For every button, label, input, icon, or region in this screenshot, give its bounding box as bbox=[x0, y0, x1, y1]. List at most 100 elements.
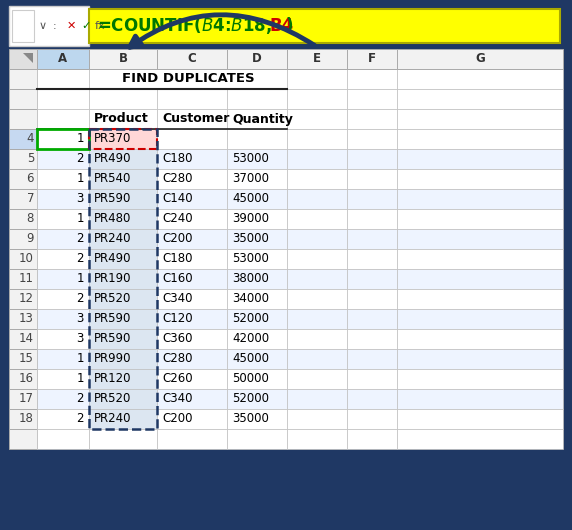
Text: C140: C140 bbox=[162, 192, 193, 206]
Bar bbox=[37, 389, 89, 409]
Bar bbox=[89, 129, 157, 149]
Bar bbox=[397, 309, 563, 329]
Text: PR590: PR590 bbox=[94, 313, 132, 325]
Bar bbox=[227, 349, 287, 369]
Bar bbox=[89, 329, 157, 349]
Bar bbox=[287, 229, 347, 249]
Bar bbox=[347, 129, 397, 149]
Bar bbox=[287, 89, 347, 109]
Text: C180: C180 bbox=[162, 153, 193, 165]
Text: 4: 4 bbox=[26, 132, 34, 146]
Bar bbox=[227, 309, 287, 329]
Bar bbox=[397, 129, 563, 149]
Bar bbox=[227, 109, 287, 129]
Bar bbox=[347, 189, 397, 209]
Bar bbox=[347, 109, 397, 129]
Bar bbox=[397, 349, 563, 369]
Text: 45000: 45000 bbox=[232, 352, 269, 366]
Bar bbox=[397, 189, 563, 209]
Bar bbox=[227, 229, 287, 249]
Text: 42000: 42000 bbox=[232, 332, 269, 346]
Bar bbox=[287, 389, 347, 409]
Text: C180: C180 bbox=[162, 252, 193, 266]
Text: 3: 3 bbox=[77, 332, 84, 346]
Bar bbox=[89, 189, 157, 209]
Bar bbox=[157, 349, 227, 369]
Text: 18: 18 bbox=[19, 412, 34, 426]
Bar bbox=[37, 309, 89, 329]
Bar bbox=[157, 169, 227, 189]
Bar bbox=[89, 209, 157, 229]
Text: 38000: 38000 bbox=[232, 272, 269, 286]
Bar bbox=[37, 249, 89, 269]
Bar bbox=[9, 129, 37, 149]
Bar bbox=[287, 129, 347, 149]
Bar bbox=[89, 369, 157, 389]
Text: 52000: 52000 bbox=[232, 393, 269, 405]
Bar bbox=[89, 109, 157, 129]
Text: Product: Product bbox=[94, 112, 149, 126]
Text: ∨: ∨ bbox=[39, 21, 47, 31]
Text: 34000: 34000 bbox=[232, 293, 269, 305]
Text: 9: 9 bbox=[26, 233, 34, 245]
Text: PR490: PR490 bbox=[94, 153, 132, 165]
Bar bbox=[227, 89, 287, 109]
Bar bbox=[287, 429, 347, 449]
Bar bbox=[9, 269, 37, 289]
Bar bbox=[287, 149, 347, 169]
Text: C120: C120 bbox=[162, 313, 193, 325]
Bar bbox=[9, 49, 37, 69]
Text: 11: 11 bbox=[19, 272, 34, 286]
Bar bbox=[157, 369, 227, 389]
Bar bbox=[89, 429, 157, 449]
Bar bbox=[227, 149, 287, 169]
Text: C: C bbox=[188, 52, 196, 66]
Bar bbox=[157, 109, 227, 129]
Bar bbox=[9, 89, 37, 109]
Text: PR590: PR590 bbox=[94, 192, 132, 206]
Bar bbox=[227, 289, 287, 309]
Bar bbox=[347, 229, 397, 249]
Bar bbox=[9, 369, 37, 389]
Bar bbox=[89, 169, 157, 189]
Text: 37000: 37000 bbox=[232, 172, 269, 185]
Text: 2: 2 bbox=[77, 412, 84, 426]
Bar bbox=[397, 269, 563, 289]
Text: C240: C240 bbox=[162, 213, 193, 225]
Text: PR190: PR190 bbox=[94, 272, 132, 286]
Text: 16: 16 bbox=[19, 373, 34, 385]
Bar bbox=[287, 289, 347, 309]
Bar bbox=[287, 349, 347, 369]
Bar bbox=[9, 209, 37, 229]
Text: 1: 1 bbox=[77, 132, 84, 146]
Text: 1: 1 bbox=[77, 352, 84, 366]
Bar bbox=[89, 9, 560, 43]
Bar bbox=[12, 10, 34, 42]
Bar bbox=[9, 229, 37, 249]
Text: 45000: 45000 bbox=[232, 192, 269, 206]
Bar bbox=[287, 329, 347, 349]
Bar bbox=[37, 349, 89, 369]
Text: 39000: 39000 bbox=[232, 213, 269, 225]
Text: 1: 1 bbox=[77, 213, 84, 225]
Text: PR590: PR590 bbox=[94, 332, 132, 346]
Bar bbox=[89, 249, 157, 269]
Bar bbox=[397, 429, 563, 449]
Bar bbox=[397, 229, 563, 249]
Polygon shape bbox=[23, 53, 33, 63]
Bar bbox=[89, 289, 157, 309]
Bar bbox=[37, 89, 89, 109]
Text: PR520: PR520 bbox=[94, 393, 132, 405]
Text: G: G bbox=[475, 52, 485, 66]
Text: 2: 2 bbox=[77, 393, 84, 405]
Text: PR120: PR120 bbox=[94, 373, 132, 385]
Bar bbox=[227, 409, 287, 429]
Text: 3: 3 bbox=[77, 192, 84, 206]
Bar bbox=[397, 389, 563, 409]
Text: 3: 3 bbox=[77, 313, 84, 325]
Bar bbox=[397, 149, 563, 169]
Bar bbox=[347, 209, 397, 229]
Bar bbox=[89, 389, 157, 409]
Text: 35000: 35000 bbox=[232, 412, 269, 426]
Text: 14: 14 bbox=[19, 332, 34, 346]
